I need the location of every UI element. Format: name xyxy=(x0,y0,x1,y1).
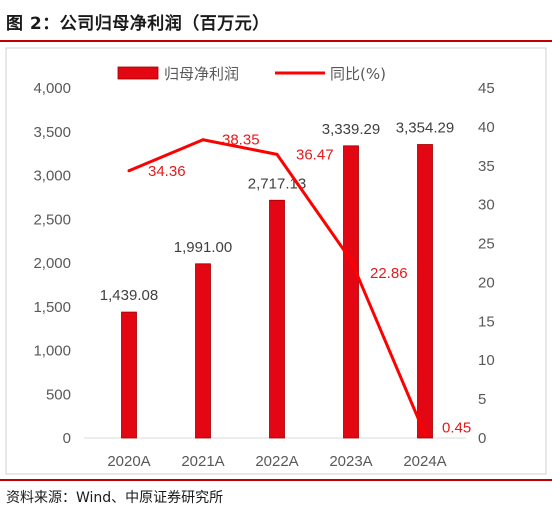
yoy-growth-point xyxy=(201,138,205,142)
y-left-tick-label: 1,500 xyxy=(33,299,71,316)
profit-bar-value-label: 2,717.13 xyxy=(248,175,306,192)
plot-area-border xyxy=(5,47,547,475)
legend-bar-swatch xyxy=(117,66,159,80)
y-right-tick-label: 15 xyxy=(478,313,495,330)
yoy-growth-point xyxy=(275,152,279,156)
title-divider xyxy=(0,40,552,42)
profit-bar-value-label: 1,439.08 xyxy=(100,287,158,304)
profit-bar xyxy=(417,144,433,439)
x-tick-label: 2021A xyxy=(181,453,224,470)
y-right-tick-label: 45 xyxy=(478,80,495,97)
y-left-tick-label: 2,500 xyxy=(33,211,71,228)
y-left-tick-label: 0 xyxy=(63,430,71,447)
yoy-growth-value-label: 22.86 xyxy=(370,265,408,282)
y-left-tick-label: 3,500 xyxy=(33,124,71,141)
profit-bar-value-label: 1,991.00 xyxy=(174,239,232,256)
yoy-growth-value-label: 0.45 xyxy=(442,420,471,437)
y-right-tick-label: 25 xyxy=(478,236,495,253)
yoy-growth-value-label: 36.47 xyxy=(296,146,334,163)
y-left-tick-label: 3,000 xyxy=(33,168,71,185)
yoy-growth-value-label: 38.35 xyxy=(222,132,260,149)
y-left-tick-label: 500 xyxy=(46,386,71,403)
yoy-growth-point xyxy=(423,433,427,436)
legend-line-label: 同比(%) xyxy=(330,65,386,83)
profit-bar-value-label: 3,339.29 xyxy=(322,121,380,138)
profit-bar xyxy=(343,145,359,439)
y-left-tick-label: 4,000 xyxy=(33,80,71,97)
y-left-tick-label: 2,000 xyxy=(33,255,71,272)
yoy-growth-point xyxy=(127,169,131,173)
figure-title: 图 2：公司归母净利润（百万元） xyxy=(6,14,270,34)
y-right-tick-label: 10 xyxy=(478,352,495,369)
y-right-tick-label: 20 xyxy=(478,274,495,291)
y-left-tick-label: 1,000 xyxy=(33,343,71,360)
source-divider xyxy=(0,479,552,481)
x-tick-label: 2022A xyxy=(255,453,298,470)
y-right-tick-label: 40 xyxy=(478,119,495,136)
y-right-tick-label: 5 xyxy=(478,391,486,408)
source-note: 资料来源：Wind、中原证券研究所 xyxy=(6,490,224,506)
profit-bar-value-label: 3,354.29 xyxy=(396,119,454,136)
y-right-tick-label: 0 xyxy=(478,430,486,447)
profit-bar xyxy=(121,311,137,439)
x-tick-label: 2023A xyxy=(329,453,372,470)
y-right-tick-label: 30 xyxy=(478,197,495,214)
profit-bar xyxy=(195,263,211,439)
profit-bar xyxy=(269,199,285,439)
legend-bar-label: 归母净利润 xyxy=(164,65,239,83)
x-tick-label: 2020A xyxy=(107,453,150,470)
x-tick-label: 2024A xyxy=(403,453,446,470)
y-right-tick-label: 35 xyxy=(478,158,495,175)
yoy-growth-value-label: 34.36 xyxy=(148,163,186,180)
yoy-growth-point xyxy=(349,258,353,262)
